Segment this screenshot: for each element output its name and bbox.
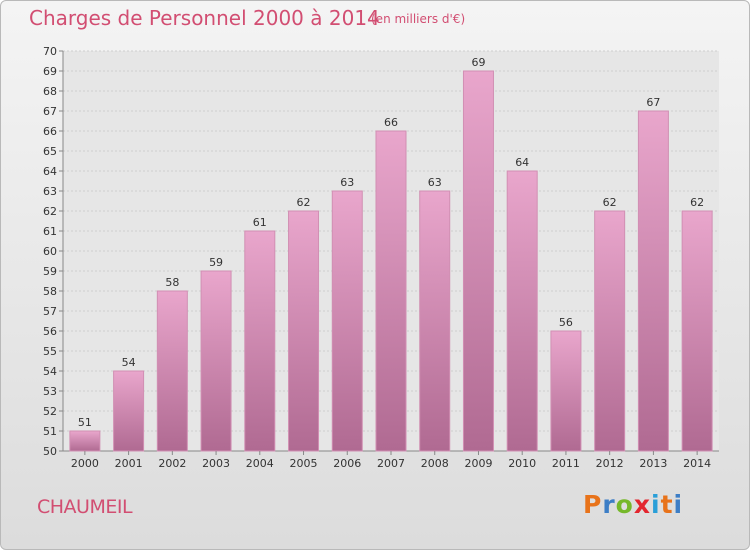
y-tick-label: 67 — [43, 105, 57, 118]
y-tick-label: 55 — [43, 345, 57, 358]
x-tick-label: 2007 — [377, 457, 405, 470]
y-tick-label: 62 — [43, 205, 57, 218]
y-tick-label: 60 — [43, 245, 57, 258]
bar — [637, 110, 669, 452]
logo-letter: x — [633, 490, 651, 519]
bar-value-label: 58 — [165, 276, 179, 289]
x-tick-label: 2009 — [464, 457, 492, 470]
y-tick-label: 57 — [43, 305, 57, 318]
y-tick-label: 56 — [43, 325, 57, 338]
y-tick-label: 58 — [43, 285, 57, 298]
bar-value-label: 63 — [340, 176, 354, 189]
y-tick-label: 52 — [43, 405, 57, 418]
y-tick-label: 65 — [43, 145, 57, 158]
logo-letter: r — [602, 490, 616, 519]
x-tick-label: 2011 — [552, 457, 580, 470]
bar — [244, 230, 276, 452]
bar — [506, 170, 538, 452]
proxiti-logo: Proxiti — [583, 490, 683, 519]
x-tick-label: 2006 — [333, 457, 361, 470]
x-tick-label: 2004 — [246, 457, 274, 470]
y-tick-label: 50 — [43, 445, 57, 458]
bar-value-label: 63 — [428, 176, 442, 189]
chart-subtitle: (en milliers d'€) — [371, 12, 466, 26]
bar-value-label: 66 — [384, 116, 398, 129]
x-tick-label: 2012 — [596, 457, 624, 470]
bar — [462, 70, 494, 452]
x-tick-label: 2000 — [71, 457, 99, 470]
logo-letter: i — [673, 490, 684, 519]
bar-value-label: 69 — [471, 56, 485, 69]
bar-value-label: 59 — [209, 256, 223, 269]
bar — [69, 430, 101, 452]
bar-value-label: 62 — [690, 196, 704, 209]
bar-value-label: 62 — [297, 196, 311, 209]
x-tick-label: 2013 — [639, 457, 667, 470]
bar-value-label: 61 — [253, 216, 267, 229]
y-tick-label: 68 — [43, 85, 57, 98]
y-tick-label: 66 — [43, 125, 57, 138]
y-tick-label: 64 — [43, 165, 57, 178]
bar-value-label: 64 — [515, 156, 529, 169]
bar-value-label: 56 — [559, 316, 573, 329]
x-tick-label: 2002 — [158, 457, 186, 470]
x-tick-label: 2010 — [508, 457, 536, 470]
x-tick-label: 2001 — [115, 457, 143, 470]
y-tick-label: 59 — [43, 265, 57, 278]
bar — [594, 210, 626, 452]
y-tick-label: 51 — [43, 425, 57, 438]
y-tick-label: 69 — [43, 65, 57, 78]
y-tick-label: 54 — [43, 365, 57, 378]
y-tick-label: 53 — [43, 385, 57, 398]
bar — [331, 190, 363, 452]
bar-value-label: 62 — [603, 196, 617, 209]
x-tick-label: 2014 — [683, 457, 711, 470]
x-tick-label: 2005 — [290, 457, 318, 470]
bar — [200, 270, 232, 452]
logo-letter: o — [615, 490, 634, 519]
bar — [156, 290, 188, 452]
bar — [113, 370, 145, 452]
bar — [681, 210, 713, 452]
logo-letter: i — [651, 490, 661, 519]
x-tick-label: 2008 — [421, 457, 449, 470]
bar — [550, 330, 582, 452]
logo-letter: P — [583, 490, 603, 519]
bar — [375, 130, 407, 452]
logo-letter: t — [660, 490, 674, 519]
y-tick-label: 61 — [43, 225, 57, 238]
y-tick-label: 63 — [43, 185, 57, 198]
bar — [419, 190, 451, 452]
chart-title: Charges de Personnel 2000 à 2014 — [29, 6, 380, 30]
bar-value-label: 51 — [78, 416, 92, 429]
x-tick-label: 2003 — [202, 457, 230, 470]
bar-value-label: 67 — [646, 96, 660, 109]
bar-value-label: 54 — [122, 356, 136, 369]
y-tick-label: 70 — [43, 45, 57, 58]
commune-name: CHAUMEIL — [37, 496, 133, 518]
bar — [288, 210, 320, 452]
